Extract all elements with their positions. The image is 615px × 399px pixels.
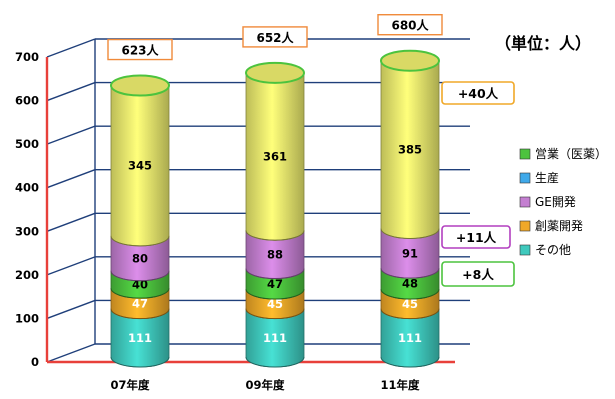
annotation-box xyxy=(441,81,515,105)
bar-segment-rim xyxy=(380,308,440,320)
bar-segment-rim xyxy=(245,308,305,320)
bar-segment-rim xyxy=(245,230,305,241)
total-label-box xyxy=(242,26,308,48)
bar-top-cap xyxy=(110,74,170,97)
x-tick-label: 09年度 xyxy=(245,378,285,392)
bar-segment-rim xyxy=(245,268,305,280)
data-label: 91 xyxy=(402,246,418,260)
data-label: 345 xyxy=(128,159,152,173)
x-tick-label: 07年度 xyxy=(110,378,150,392)
total-label: 652人 xyxy=(256,30,294,45)
legend-swatch xyxy=(519,196,531,208)
grid-perspective-line xyxy=(46,256,96,276)
annotation-label: +8人 xyxy=(462,267,494,282)
data-label: 88 xyxy=(267,247,283,261)
total-label-box xyxy=(377,14,443,36)
grid-perspective-line xyxy=(46,299,96,320)
legend-label: 生産 xyxy=(535,170,559,185)
annotation-box xyxy=(441,261,515,287)
data-label: 80 xyxy=(132,251,148,265)
y-tick-label: 200 xyxy=(15,268,39,282)
data-label: 45 xyxy=(402,297,418,311)
bar-segment-rim xyxy=(110,356,170,368)
y-tick-label: 700 xyxy=(15,50,39,64)
unit-label: （単位：人） xyxy=(495,34,591,53)
bar-segment-rim xyxy=(110,308,170,320)
annotation-label: +40人 xyxy=(458,86,499,101)
legend-label: その他 xyxy=(535,243,571,257)
legend-swatch xyxy=(519,172,531,184)
grid-perspective-line xyxy=(46,125,96,145)
legend-label: 営業（医薬） xyxy=(535,147,607,161)
legend-label: 創薬開発 xyxy=(535,219,583,233)
bar-segment-rim xyxy=(380,288,440,300)
bar-segment-rim xyxy=(110,288,170,299)
data-label: 47 xyxy=(267,277,283,291)
bar-segment-rim xyxy=(380,268,440,279)
y-tick-label: 0 xyxy=(31,355,39,369)
bar-segment-rim xyxy=(110,270,170,282)
data-label: 45 xyxy=(267,297,283,311)
data-label: 47 xyxy=(132,296,148,310)
data-label: 111 xyxy=(398,331,422,345)
data-label: 385 xyxy=(398,143,422,157)
grid-perspective-line xyxy=(46,212,96,232)
bar-top-cap xyxy=(380,49,440,72)
data-label: 361 xyxy=(263,150,287,164)
bar-segment-rim xyxy=(380,356,440,368)
data-label: 111 xyxy=(263,331,287,345)
y-tick-label: 100 xyxy=(15,311,39,325)
annotation-label: +11人 xyxy=(456,230,497,245)
bar-segment-rim xyxy=(110,235,170,247)
data-label: 111 xyxy=(128,331,152,345)
grid-perspective-line xyxy=(46,81,96,102)
legend-label: GE開発 xyxy=(535,195,576,209)
legend-swatch xyxy=(519,148,531,160)
data-label: 48 xyxy=(402,277,418,291)
x-tick-label: 11年度 xyxy=(380,378,420,392)
annotation-box xyxy=(441,225,511,249)
y-tick-label: 400 xyxy=(15,181,39,195)
y-tick-label: 600 xyxy=(15,94,39,108)
grid-perspective-line xyxy=(46,38,96,58)
legend-swatch xyxy=(519,220,531,232)
y-tick-label: 500 xyxy=(15,137,39,151)
legend-swatch xyxy=(519,244,531,256)
total-label-box xyxy=(107,38,173,61)
total-label: 680人 xyxy=(391,18,429,33)
y-tick-label: 300 xyxy=(15,224,39,238)
grid-perspective-line xyxy=(46,169,96,189)
total-label: 623人 xyxy=(121,43,159,58)
grid-perspective-line xyxy=(46,343,96,363)
bar-top-cap xyxy=(245,61,305,84)
bar-segment-rim xyxy=(245,356,305,368)
bar-segment-rim xyxy=(380,228,440,239)
bar-segment-rim xyxy=(245,288,305,300)
